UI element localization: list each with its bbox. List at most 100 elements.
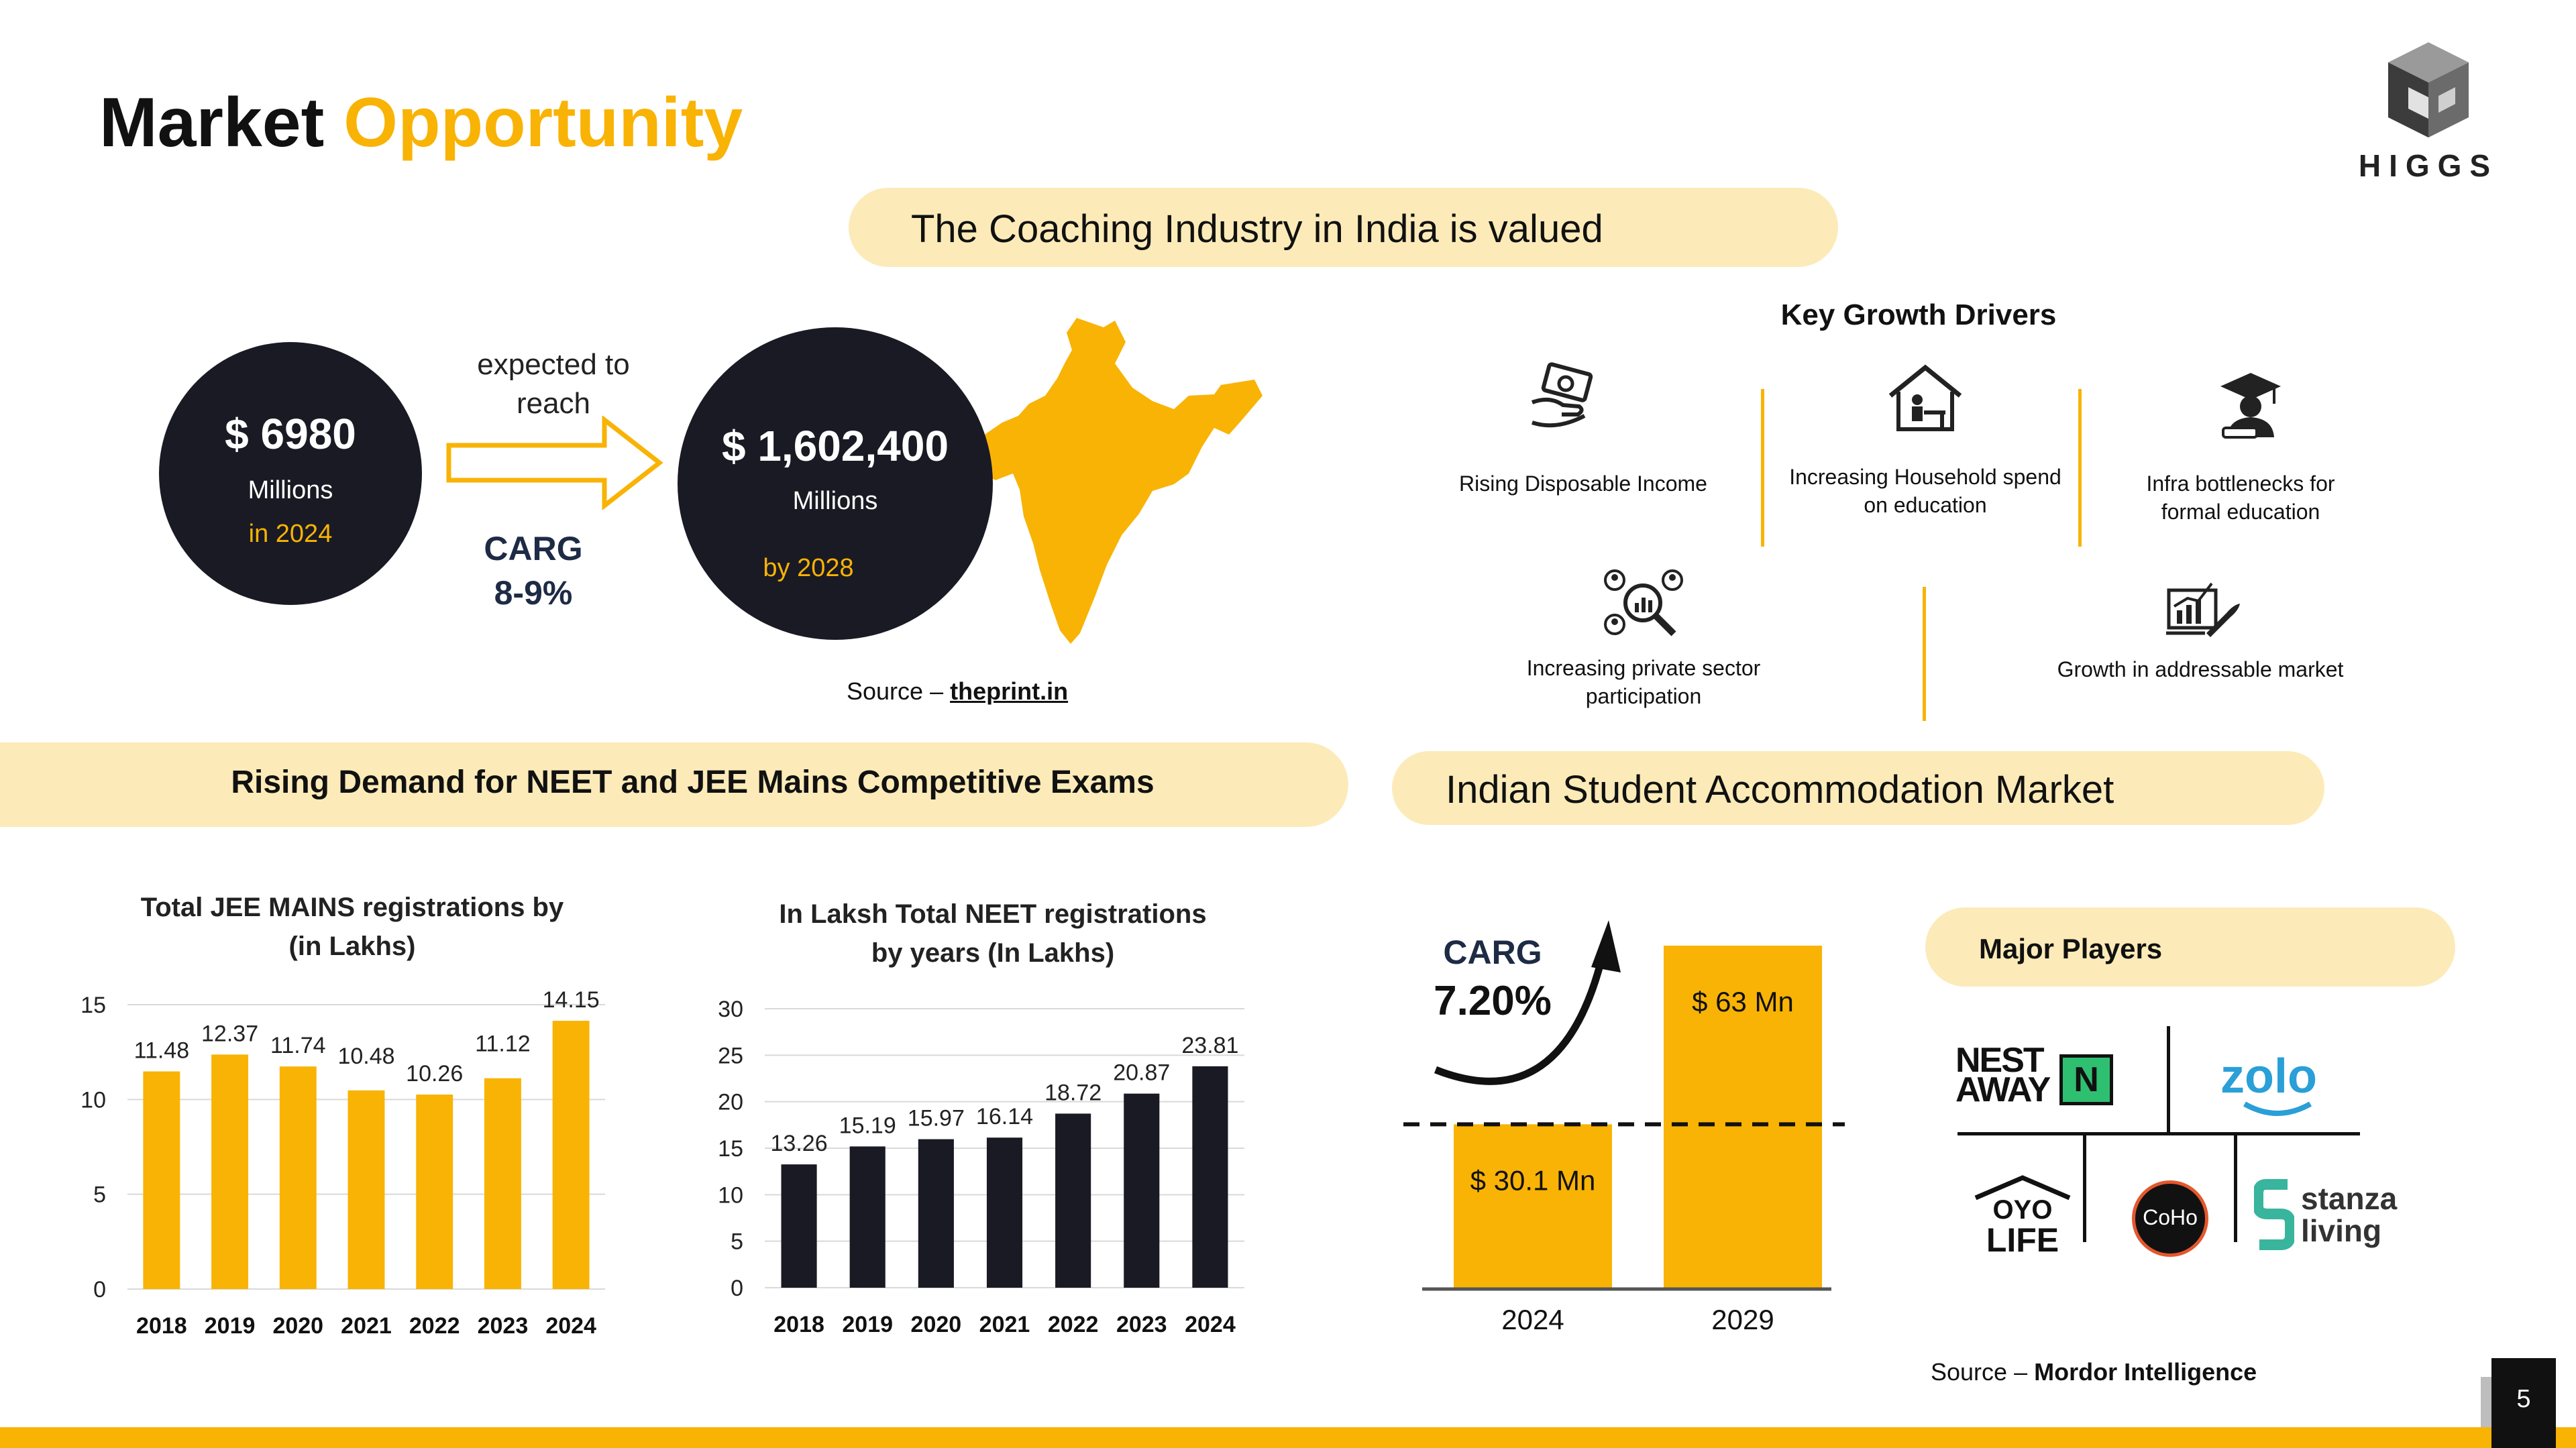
growth-curve-arrow-icon [1434,951,1607,1085]
data-label: 15.97 [908,1106,965,1131]
data-label: 14.15 [543,987,600,1013]
x-tick-label: 2029 [1711,1304,1774,1335]
bar [918,1139,954,1288]
growth-drivers-title: Key Growth Drivers [1780,298,2057,331]
growth-driver-1-label: Rising Disposable Income [1459,471,1707,496]
players-vline-top [2167,1026,2170,1132]
zolo-logo: zolo [2214,1045,2348,1119]
x-tick-label: 2022 [1048,1312,1099,1337]
x-tick-label: 2018 [773,1312,824,1337]
y-tick-label: 15 [80,993,106,1018]
valuation-source: Source – theprint.in [847,677,1069,705]
data-label: $ 30.1 Mn [1470,1164,1596,1196]
oyo-roof-icon [1974,1175,2071,1201]
footer-bar [0,1427,2576,1448]
bar [143,1071,180,1289]
source-link[interactable]: theprint.in [950,677,1069,705]
oyo-text-1: OYO [1992,1195,2053,1225]
future-year: by 2028 [763,554,854,582]
y-tick-label: 25 [718,1043,743,1068]
nestaway-text-2: AWAY [1955,1070,2051,1109]
bar [1055,1113,1091,1288]
chart-title-line2: by years (In Lakhs) [871,938,1114,968]
x-tick-label: 2024 [545,1313,596,1339]
bar [1192,1066,1228,1288]
divider-1 [1761,389,1764,547]
future-value: $ 1,602,400 [721,422,949,470]
stanza-text-2: living [2301,1213,2382,1248]
bar [347,1090,385,1289]
x-tick-label: 2019 [842,1312,893,1337]
players-vline-bottom-2 [2234,1135,2237,1242]
x-tick-label: 2021 [341,1313,392,1339]
major-players-title: Major Players [1979,933,2163,964]
accommodation-banner-text: Indian Student Accommodation Market [1446,768,2114,812]
data-label: 11.12 [475,1032,531,1057]
bar [849,1146,885,1288]
divider-2 [2078,389,2082,547]
jee-mains-chart: Total JEE MAINS registrations by (in Lak… [80,893,605,1339]
y-tick-label: 30 [718,997,743,1022]
bar [416,1094,453,1289]
players-hline [1957,1132,2360,1135]
y-tick-label: 5 [93,1182,106,1208]
y-tick-label: 0 [93,1277,106,1302]
y-tick-label: 10 [80,1087,106,1113]
growth-chart-rocket-icon [2166,582,2240,637]
data-label: 13.26 [771,1131,828,1156]
exams-banner: Rising Demand for NEET and JEE Mains Com… [0,742,1348,827]
divider-3 [1923,587,1926,721]
page-number: 5 [2516,1385,2531,1413]
x-tick-label: 2023 [1116,1312,1167,1337]
accommodation-chart: CARG 7.20% $ 30.1 Mn 2024 $ 63 Mn 2029 [1403,920,1845,1335]
data-label: 11.48 [134,1038,190,1063]
y-tick-label: 15 [718,1136,743,1162]
chart-title-line2: (in Lakhs) [289,932,416,961]
data-label: 18.72 [1044,1080,1102,1105]
zolo-smile-icon [2243,1101,2312,1116]
x-tick-label: 2021 [979,1312,1030,1337]
y-tick-label: 20 [718,1090,743,1115]
growth-driver-3-label: Infra bottlenecks for formal education [2146,471,2335,524]
bar [552,1021,590,1289]
stanza-text-1: stanza [2301,1181,2398,1216]
exams-banner-text: Rising Demand for NEET and JEE Mains Com… [231,765,1155,800]
higgs-logo: HIGGS [2359,37,2496,191]
current-value-circle: $ 6980 Millions in 2024 [159,342,422,605]
bar [1124,1093,1160,1288]
data-label: 23.81 [1181,1033,1238,1058]
bar [781,1164,817,1288]
cagr-block: CARG 8-9% [463,526,604,615]
india-map-icon [971,318,1263,644]
coho-text: CoHo [2143,1205,2198,1229]
major-players-banner: Major Players [1925,907,2455,987]
nestaway-text-1: NEST [1955,1041,2045,1080]
data-label: 15.19 [839,1113,896,1138]
bar [484,1078,521,1289]
arrowhead-icon [1591,920,1621,972]
oyo-life-logo: OYO LIFE [1969,1174,2076,1259]
data-label: 10.48 [337,1044,394,1069]
players-grid: NEST AWAY N zolo OYO LIFE CoHo stanza li… [1945,1019,2397,1288]
x-tick-label: 2019 [205,1313,256,1339]
data-label: 20.87 [1113,1060,1170,1086]
players-vline-bottom-1 [2083,1135,2086,1242]
house-study-icon [1888,364,1962,431]
future-unit: Millions [792,487,878,515]
cagr-label: CARG [484,530,583,567]
bar [1664,946,1822,1288]
higgs-cube-icon [2388,42,2469,137]
bar [211,1054,249,1289]
arrow-label: expected to reach [477,348,630,420]
oyo-text-2: LIFE [1986,1221,2059,1259]
x-tick-label: 2020 [272,1313,323,1339]
current-unit: Millions [248,476,333,504]
nestaway-n-mark: N [2059,1054,2113,1105]
current-year: in 2024 [248,520,333,548]
data-label: 16.14 [976,1104,1033,1129]
acc-cagr-label: CARG [1443,934,1542,971]
data-label: 10.26 [406,1061,463,1087]
x-tick-label: 2020 [911,1312,962,1337]
money-hand-icon [1531,362,1593,428]
source-name: Mordor Intelligence [2034,1358,2257,1386]
